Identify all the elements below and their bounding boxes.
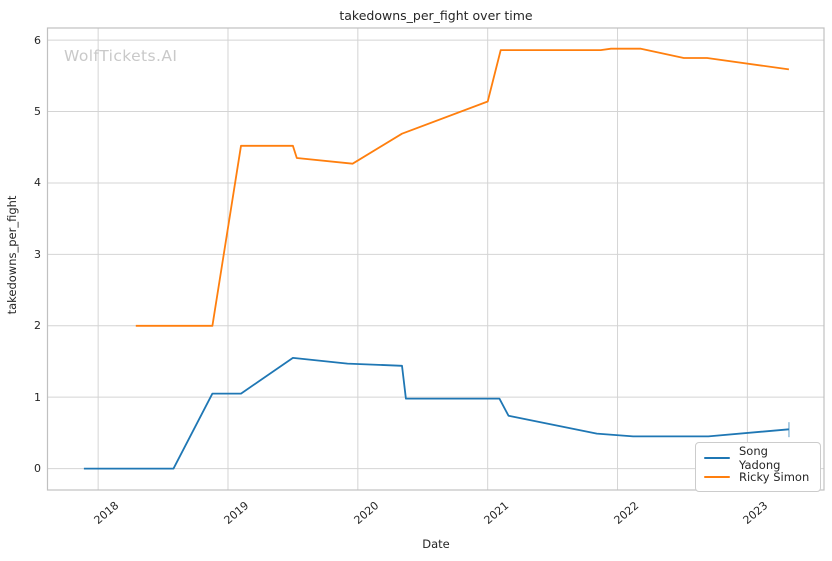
legend: Song Yadong Ricky Simon bbox=[695, 442, 821, 492]
y-tick-label: 4 bbox=[34, 176, 41, 190]
series-line-ricky-simon bbox=[135, 47, 790, 327]
x-tick-label: 2018 bbox=[91, 499, 122, 527]
legend-line-swatch-orange bbox=[704, 475, 730, 478]
legend-item-ricky-simon: Ricky Simon bbox=[704, 467, 812, 486]
watermark: WolfTickets.AI bbox=[64, 47, 178, 65]
y-tick-label: 6 bbox=[34, 33, 41, 47]
y-tick-label: 5 bbox=[34, 105, 41, 119]
series-line-song-yadong bbox=[83, 356, 789, 470]
legend-item-song-yadong: Song Yadong bbox=[704, 444, 812, 472]
legend-label: Ricky Simon bbox=[739, 469, 810, 484]
x-tick-label: 2019 bbox=[221, 499, 252, 527]
x-tick-label: 2020 bbox=[351, 499, 382, 527]
y-tick-label: 2 bbox=[34, 319, 41, 333]
x-tick-label: 2023 bbox=[740, 499, 771, 527]
chart-title: takedowns_per_fight over time bbox=[339, 8, 533, 23]
legend-line-swatch-blue bbox=[704, 456, 730, 459]
legend-label: Song Yadong bbox=[739, 443, 781, 472]
y-tick-label: 0 bbox=[34, 462, 41, 476]
y-tick-label: 1 bbox=[34, 390, 41, 404]
x-tick-label: 2022 bbox=[611, 499, 641, 527]
plot-border bbox=[46, 27, 825, 491]
gridlines bbox=[47, 28, 824, 490]
y-tick-label: 3 bbox=[34, 247, 41, 261]
x-tick-label: 2021 bbox=[481, 499, 512, 527]
x-axis-label: Date bbox=[422, 537, 450, 551]
